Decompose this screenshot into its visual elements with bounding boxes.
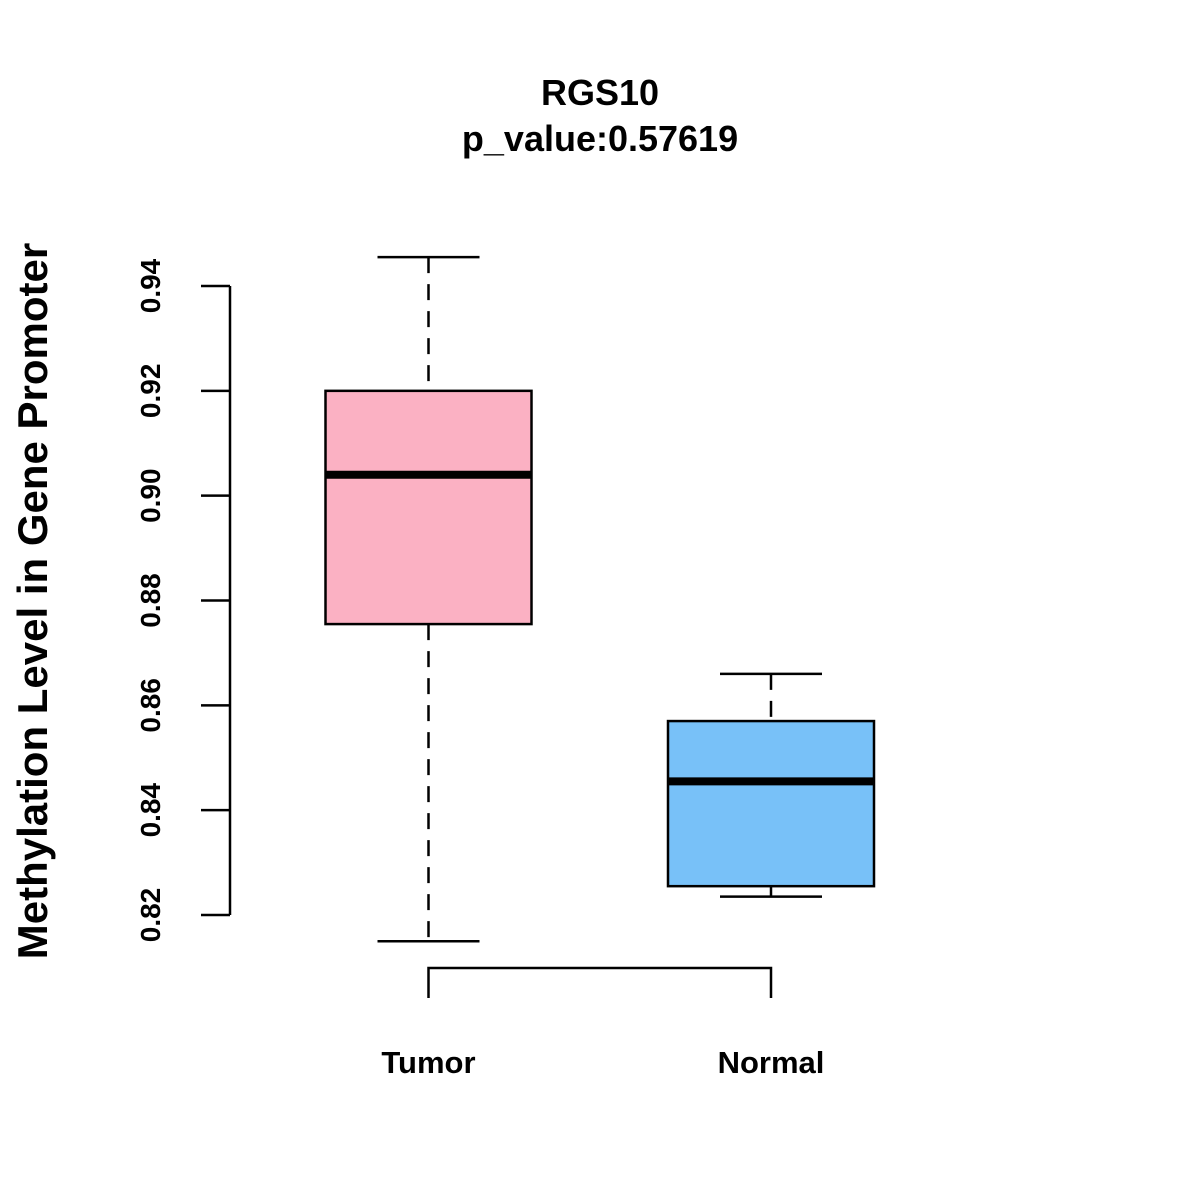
chart-title: RGS10 — [541, 72, 659, 113]
bracket-line — [427, 966, 773, 998]
y-tick-label: 0.90 — [135, 468, 166, 522]
y-axis: 0.82 0.84 0.86 0.88 0.90 0.92 0.94 — [135, 258, 232, 943]
box-tumor — [324, 255, 533, 943]
y-tick-label: 0.88 — [135, 573, 166, 628]
y-tick-label: 0.86 — [135, 678, 166, 733]
y-tick-label: 0.82 — [135, 888, 166, 943]
box-normal — [666, 672, 876, 898]
chart-subtitle: p_value:0.57619 — [462, 118, 738, 159]
boxes-layer — [324, 255, 876, 943]
iqr-box — [666, 719, 876, 888]
y-tick-label: 0.84 — [135, 782, 166, 837]
y-axis-label: Methylation Level in Gene Promoter — [9, 243, 56, 959]
category-label-normal: Normal — [718, 1045, 825, 1080]
category-labels: Tumor Normal — [381, 1045, 824, 1080]
iqr-box — [324, 389, 533, 626]
category-label-tumor: Tumor — [381, 1045, 475, 1080]
y-tick-label: 0.94 — [135, 258, 166, 313]
y-tick-label: 0.92 — [135, 364, 166, 419]
significance-bracket — [427, 966, 773, 998]
